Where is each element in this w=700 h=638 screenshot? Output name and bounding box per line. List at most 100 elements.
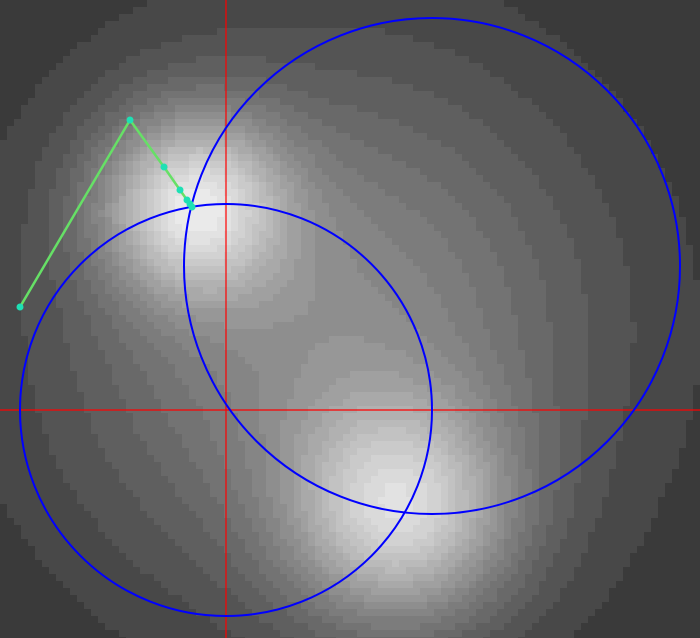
field-cell — [497, 56, 505, 64]
field-cell — [462, 49, 470, 57]
field-cell — [371, 182, 379, 190]
field-cell — [602, 343, 610, 351]
field-cell — [378, 273, 386, 281]
field-cell — [406, 49, 414, 57]
field-cell — [483, 203, 491, 211]
field-cell — [588, 49, 596, 57]
field-cell — [350, 7, 358, 15]
field-cell — [455, 140, 463, 148]
field-cell — [693, 175, 700, 183]
field-cell — [483, 98, 491, 106]
field-cell — [224, 105, 232, 113]
field-cell — [77, 7, 85, 15]
field-cell — [518, 112, 526, 120]
field-cell — [308, 91, 316, 99]
field-cell — [294, 112, 302, 120]
field-cell — [357, 238, 365, 246]
field-cell — [434, 308, 442, 316]
field-cell — [308, 98, 316, 106]
field-cell — [238, 301, 246, 309]
field-cell — [77, 42, 85, 50]
field-cell — [322, 224, 330, 232]
field-cell — [392, 238, 400, 246]
field-cell — [427, 28, 435, 36]
field-cell — [315, 56, 323, 64]
field-cell — [378, 203, 386, 211]
field-cell — [322, 91, 330, 99]
field-cell — [672, 196, 680, 204]
field-cell — [651, 189, 659, 197]
field-cell — [322, 329, 330, 337]
field-cell — [609, 28, 617, 36]
field-cell — [693, 287, 700, 295]
field-cell — [602, 126, 610, 134]
field-cell — [70, 217, 78, 225]
field-cell — [294, 252, 302, 260]
field-cell — [560, 266, 568, 274]
field-cell — [483, 49, 491, 57]
field-cell — [336, 329, 344, 337]
field-cell — [196, 343, 204, 351]
field-cell — [644, 182, 652, 190]
field-cell — [532, 315, 540, 323]
field-cell — [686, 105, 694, 113]
field-cell — [224, 203, 232, 211]
field-cell — [350, 126, 358, 134]
field-cell — [91, 189, 99, 197]
field-cell — [609, 70, 617, 78]
field-cell — [126, 70, 134, 78]
field-cell — [42, 49, 50, 57]
field-cell — [574, 280, 582, 288]
field-cell — [525, 224, 533, 232]
field-cell — [203, 217, 211, 225]
field-cell — [266, 42, 274, 50]
field-cell — [280, 133, 288, 141]
field-cell — [49, 77, 57, 85]
field-cell — [203, 28, 211, 36]
field-cell — [546, 133, 554, 141]
field-cell — [455, 245, 463, 253]
field-cell — [217, 112, 225, 120]
field-cell — [140, 21, 148, 29]
field-cell — [35, 343, 43, 351]
field-cell — [21, 147, 29, 155]
field-cell — [336, 315, 344, 323]
field-cell — [7, 329, 15, 337]
field-cell — [0, 231, 8, 239]
field-cell — [91, 238, 99, 246]
field-cell — [70, 315, 78, 323]
field-cell — [567, 224, 575, 232]
field-cell — [63, 21, 71, 29]
field-cell — [539, 245, 547, 253]
field-cell — [126, 287, 134, 295]
field-cell — [399, 231, 407, 239]
field-cell — [63, 14, 71, 22]
field-cell — [336, 84, 344, 92]
field-cell — [364, 203, 372, 211]
field-cell — [483, 28, 491, 36]
field-cell — [504, 77, 512, 85]
field-cell — [413, 49, 421, 57]
field-cell — [455, 161, 463, 169]
field-cell — [42, 343, 50, 351]
field-cell — [7, 175, 15, 183]
field-cell — [511, 203, 519, 211]
field-cell — [434, 49, 442, 57]
field-cell — [693, 77, 700, 85]
field-cell — [658, 259, 666, 267]
field-cell — [14, 224, 22, 232]
field-cell — [539, 7, 547, 15]
field-cell — [441, 196, 449, 204]
field-cell — [679, 147, 687, 155]
field-cell — [77, 147, 85, 155]
field-cell — [539, 280, 547, 288]
field-cell — [539, 147, 547, 155]
field-cell — [518, 91, 526, 99]
field-cell — [567, 182, 575, 190]
field-cell — [623, 91, 631, 99]
field-cell — [420, 203, 428, 211]
field-cell — [525, 0, 533, 8]
field-cell — [609, 126, 617, 134]
field-cell — [413, 273, 421, 281]
field-cell — [175, 273, 183, 281]
